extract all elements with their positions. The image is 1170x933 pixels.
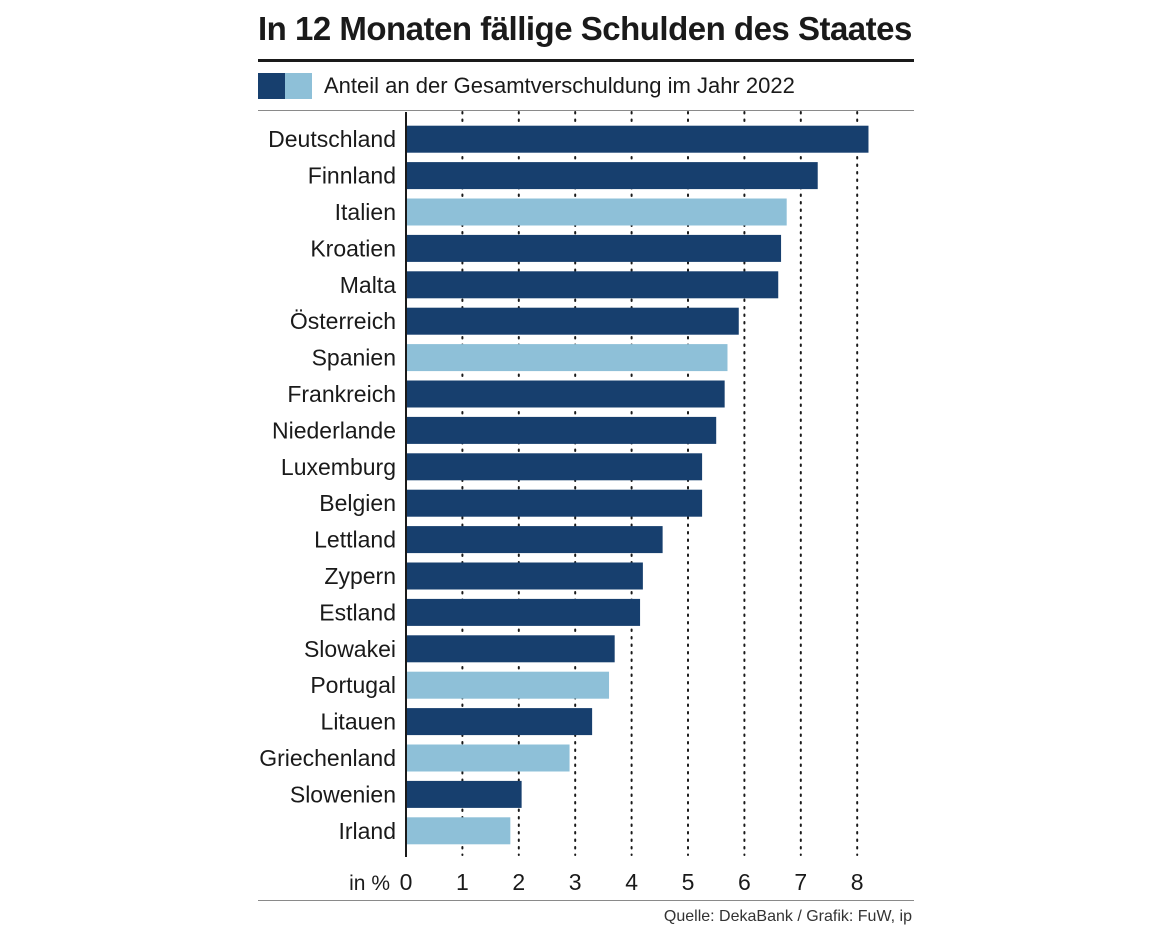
bar (406, 526, 663, 554)
tick-label: 8 (851, 869, 864, 895)
tick-label: 3 (569, 869, 582, 895)
bar (406, 562, 643, 590)
bar (406, 744, 570, 772)
tick-label: 0 (400, 869, 413, 895)
tick-label: 7 (794, 869, 807, 895)
category-label: Deutschland (268, 126, 396, 152)
tick-label: 2 (512, 869, 525, 895)
bar (406, 598, 641, 626)
category-label: Finnland (308, 163, 396, 189)
legend-rule (258, 110, 914, 111)
category-label: Luxemburg (281, 454, 396, 480)
legend-swatch-light (285, 73, 312, 99)
bar (406, 416, 717, 444)
category-label: Slowakei (304, 636, 396, 662)
bar (406, 344, 728, 372)
tick-label: 4 (625, 869, 638, 895)
category-label: Portugal (310, 672, 396, 698)
bar (406, 453, 703, 481)
bar (406, 307, 739, 335)
bar (406, 162, 818, 190)
legend-label: Anteil an der Gesamtverschuldung im Jahr… (324, 73, 795, 98)
bar (406, 198, 787, 226)
category-label: Österreich (290, 308, 396, 334)
title-rule (258, 59, 914, 62)
legend: Anteil an der Gesamtverschuldung im Jahr… (258, 72, 795, 100)
bar (406, 489, 703, 517)
footer-rule (258, 900, 914, 901)
chart-title: In 12 Monaten fällige Schulden des Staat… (258, 10, 912, 47)
bar (406, 817, 511, 845)
category-label: Malta (340, 272, 396, 298)
category-label: Griechenland (259, 745, 396, 771)
category-label: Slowenien (290, 781, 396, 807)
category-label: Niederlande (272, 417, 396, 443)
tick-label: 6 (738, 869, 751, 895)
bar (406, 380, 725, 408)
category-label: Litauen (321, 709, 396, 735)
category-label: Spanien (312, 345, 396, 371)
tick-label: 5 (682, 869, 695, 895)
source-note: Quelle: DekaBank / Grafik: FuW, ip (663, 908, 912, 925)
bar (406, 708, 593, 736)
bar (406, 234, 782, 262)
category-label: Italien (335, 199, 396, 225)
category-label: Irland (338, 818, 396, 844)
category-label: Kroatien (310, 235, 396, 261)
bar (406, 635, 615, 663)
bar (406, 780, 522, 808)
bar (406, 271, 779, 299)
category-label: Lettland (314, 527, 396, 553)
category-label: Estland (319, 599, 396, 625)
tick-label: 1 (456, 869, 469, 895)
category-label: Zypern (324, 563, 396, 589)
unit-label: in % (349, 872, 390, 895)
bar (406, 671, 610, 699)
category-label: Frankreich (287, 381, 396, 407)
bar (406, 125, 869, 153)
legend-swatch-dark (258, 73, 285, 99)
category-label: Belgien (319, 490, 396, 516)
